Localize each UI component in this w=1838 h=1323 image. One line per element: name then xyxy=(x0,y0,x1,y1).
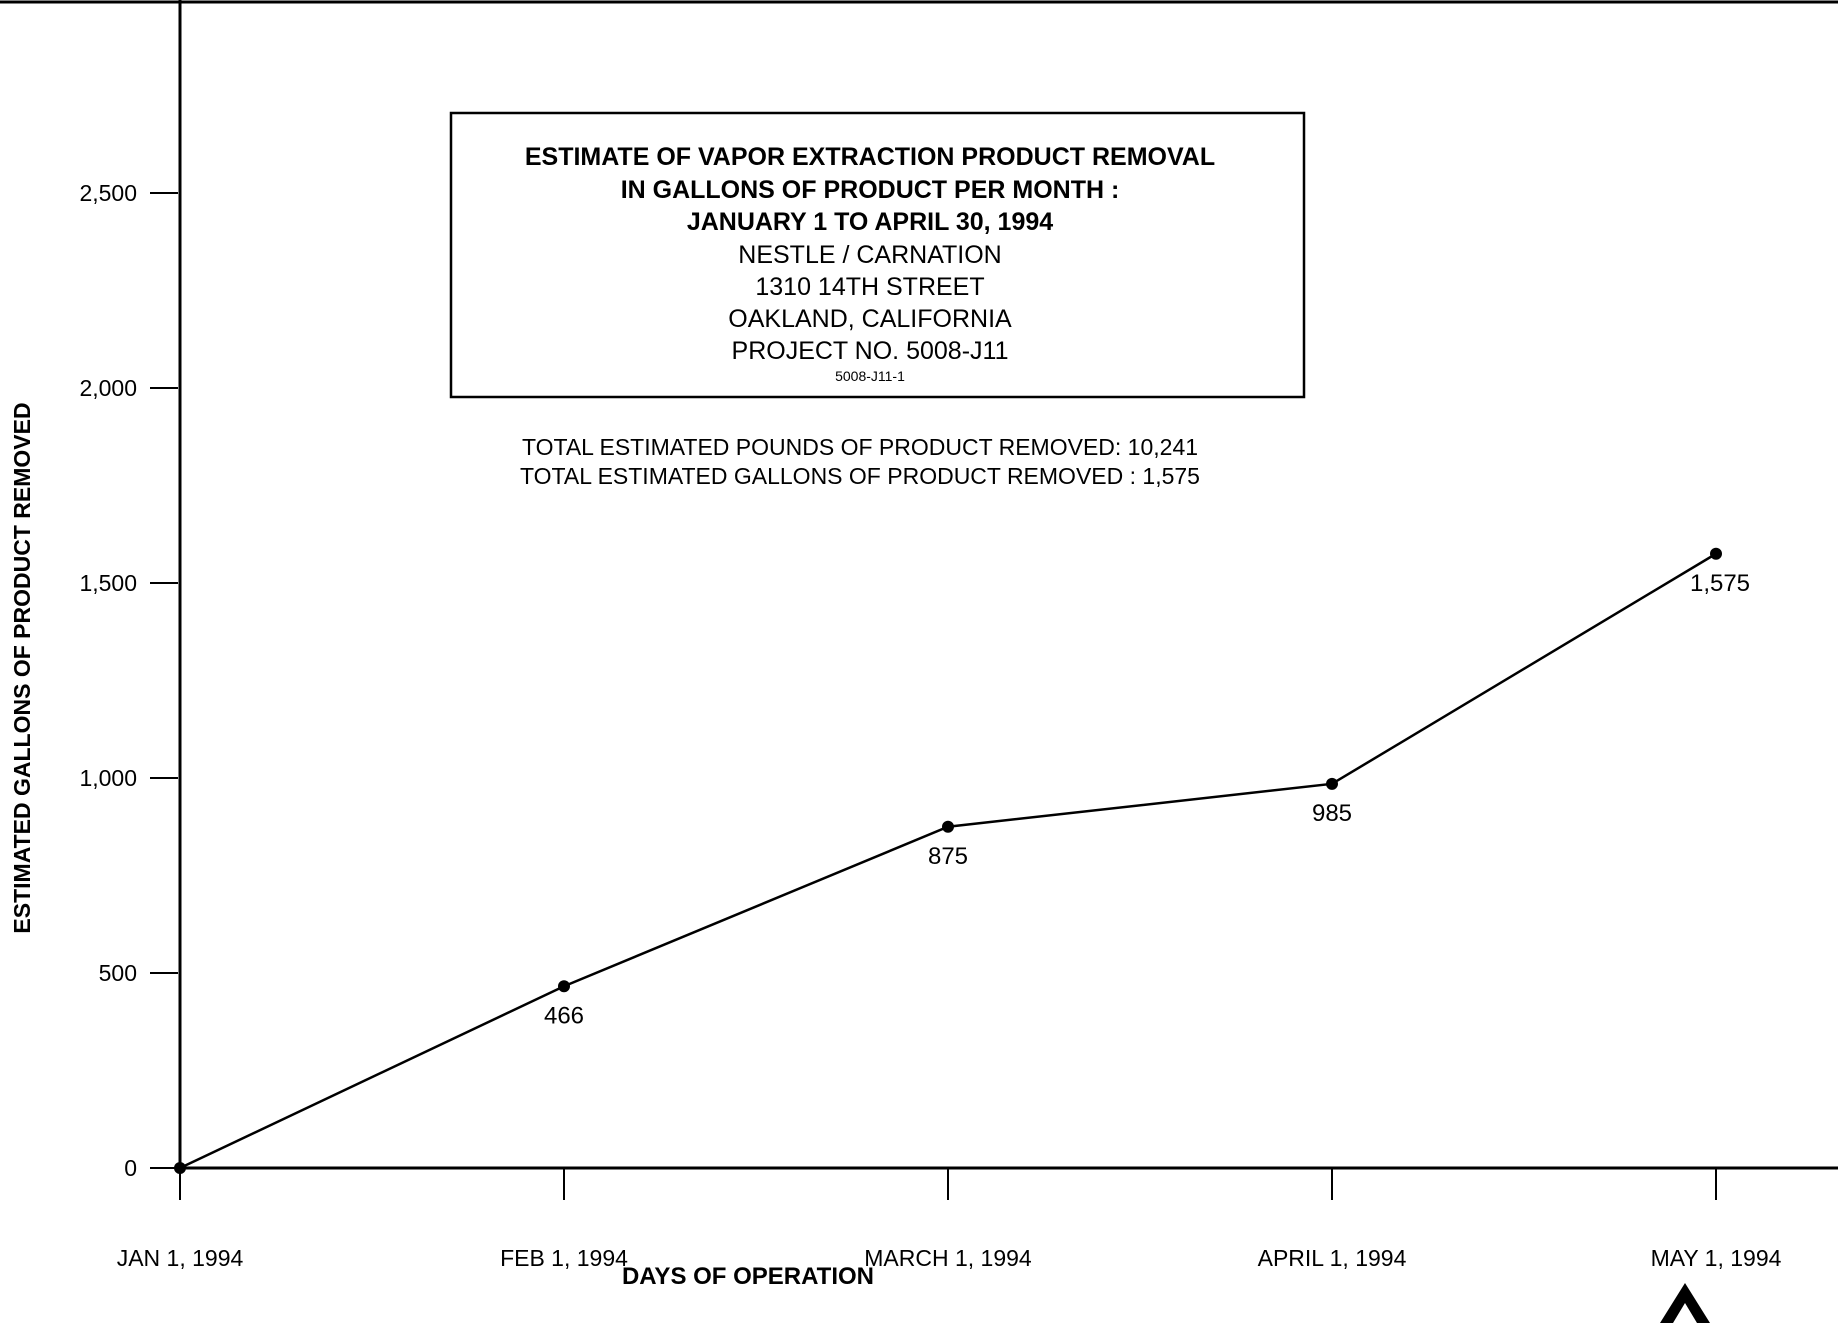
x-tick-label: JAN 1, 1994 xyxy=(117,1245,244,1271)
title-line-2: IN GALLONS OF PRODUCT PER MONTH : xyxy=(621,176,1120,204)
x-axis-label: DAYS OF OPERATION xyxy=(622,1263,874,1290)
data-points xyxy=(174,547,1722,1174)
data-point xyxy=(174,1162,186,1174)
title-line-3: JANUARY 1 TO APRIL 30, 1994 xyxy=(687,208,1053,236)
data-label: 1,575 xyxy=(1690,570,1750,597)
x-tick-label: APRIL 1, 1994 xyxy=(1258,1245,1407,1271)
figure-code: 5008-J11-1 xyxy=(835,368,905,384)
data-labels: 466 875 985 1,575 xyxy=(544,570,1750,1030)
triangle-mark-inner xyxy=(1673,1303,1697,1323)
data-point xyxy=(558,980,570,993)
total-pounds: TOTAL ESTIMATED POUNDS OF PRODUCT REMOVE… xyxy=(522,434,1198,460)
x-tick-label: MARCH 1, 1994 xyxy=(864,1245,1032,1271)
data-label: 985 xyxy=(1312,800,1352,827)
data-label: 466 xyxy=(544,1002,584,1029)
title-line-1: ESTIMATE OF VAPOR EXTRACTION PRODUCT REM… xyxy=(525,143,1215,171)
y-tick-label: 500 xyxy=(99,960,137,986)
title-line-4: NESTLE / CARNATION xyxy=(738,241,1001,269)
y-tick-label: 1,000 xyxy=(79,765,137,791)
title-line-6: OAKLAND, CALIFORNIA xyxy=(728,305,1012,333)
data-point xyxy=(1710,547,1722,560)
data-point xyxy=(1326,777,1338,790)
y-axis-label: ESTIMATED GALLONS OF PRODUCT REMOVED xyxy=(9,402,35,933)
title-line-5: 1310 14TH STREET xyxy=(755,273,984,301)
y-ticks: 0 500 1,000 1,500 2,000 2,500 xyxy=(79,180,178,1181)
y-tick-label: 2,000 xyxy=(79,375,137,401)
x-tick-label: MAY 1, 1994 xyxy=(1651,1245,1782,1271)
total-gallons: TOTAL ESTIMATED GALLONS OF PRODUCT REMOV… xyxy=(520,463,1200,489)
data-point xyxy=(942,820,954,833)
y-tick-label: 2,500 xyxy=(79,180,137,206)
x-ticks: JAN 1, 1994 FEB 1, 1994 MARCH 1, 1994 APRIL… xyxy=(117,1168,1782,1271)
data-label: 875 xyxy=(928,843,968,870)
y-tick-label: 1,500 xyxy=(79,570,137,596)
x-tick-label: FEB 1, 1994 xyxy=(500,1245,628,1271)
title-box xyxy=(449,111,1306,399)
title-line-7: PROJECT NO. 5008-J11 xyxy=(732,337,1009,365)
y-tick-label: 0 xyxy=(124,1155,137,1181)
